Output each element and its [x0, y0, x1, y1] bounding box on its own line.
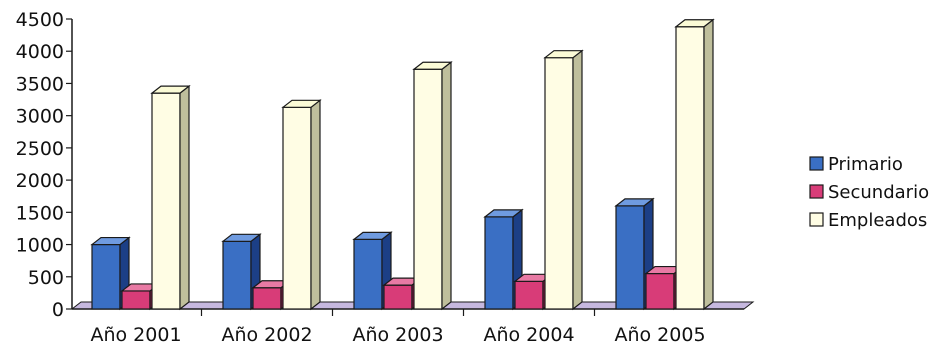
bar-top — [614, 198, 655, 207]
bar-front — [645, 272, 675, 310]
bar-empleados-3 — [412, 61, 453, 311]
x-tick-label: Año 2004 — [483, 324, 574, 346]
bar-side — [441, 61, 452, 311]
y-tick-label: 3500 — [16, 73, 64, 95]
y-tick-label: 4000 — [16, 41, 64, 63]
bar-top — [281, 99, 322, 108]
bar-front — [484, 216, 514, 310]
bar-empleados-2 — [281, 99, 322, 311]
bar-top — [352, 231, 393, 240]
x-axis-labels: Año 2001 Año 2002 Año 2003 Año 2004 Año 2005 — [90, 309, 706, 346]
y-tick-label: 1500 — [16, 202, 64, 224]
legend-swatch-secundario — [809, 184, 824, 199]
legend-label-primario: Primario — [828, 154, 903, 175]
bar-front — [151, 92, 181, 310]
x-tick-label: Año 2002 — [221, 324, 312, 346]
bar-front — [121, 290, 151, 310]
bar-top — [150, 85, 191, 94]
bar-front — [353, 238, 383, 310]
bar-front — [675, 26, 705, 310]
x-tick-label: Año 2005 — [614, 324, 705, 346]
bar-top — [90, 236, 131, 246]
bar-side — [703, 18, 714, 311]
bar-top — [543, 50, 584, 59]
bar-front — [383, 284, 413, 310]
bar-side — [310, 99, 321, 311]
bar-front — [252, 287, 282, 310]
y-tick-label: 4500 — [16, 9, 64, 31]
bar-top — [483, 209, 524, 218]
y-tick-label: 2000 — [16, 170, 64, 192]
bar-empleados-5 — [674, 18, 715, 311]
legend-label-secundario: Secundario — [828, 182, 929, 203]
bar-front — [282, 106, 312, 310]
x-tick-label: Año 2001 — [90, 324, 181, 346]
bar-side — [179, 84, 190, 311]
bars — [90, 18, 715, 311]
legend-swatch-primario — [809, 156, 824, 171]
y-tick-label: 2500 — [16, 138, 64, 160]
x-tick-label: Año 2003 — [352, 324, 443, 346]
bar-front — [222, 240, 252, 310]
y-tick-label: 0 — [52, 299, 64, 321]
bar-front — [91, 243, 121, 310]
bar-empleados-4 — [543, 49, 584, 311]
y-tick-label: 3000 — [16, 106, 64, 128]
legend-box — [805, 150, 948, 238]
legend: Primario Secundario Empleados — [805, 150, 948, 238]
legend-label-empleados: Empleados — [828, 210, 927, 231]
bar-top — [412, 61, 453, 70]
bar-front — [544, 57, 574, 310]
legend-swatch-empleados — [809, 212, 824, 227]
bar-top — [221, 233, 262, 242]
bar-front — [514, 280, 544, 310]
bar-front — [615, 205, 645, 310]
y-tick-label: 1000 — [16, 235, 64, 257]
bar-empleados-1 — [150, 84, 191, 311]
y-tick-label: 500 — [28, 267, 64, 289]
bar-front — [413, 68, 443, 310]
y-axis: 0 500 1000 1500 2000 2500 3000 3500 4000 4500 — [16, 9, 744, 321]
bar-side — [572, 49, 583, 311]
bar-top — [674, 19, 715, 28]
